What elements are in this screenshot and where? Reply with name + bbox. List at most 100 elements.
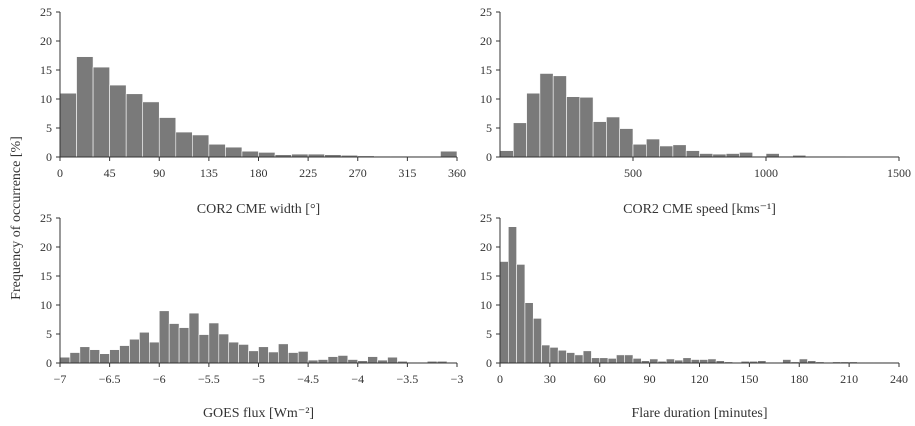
histogram-bar [69, 352, 81, 364]
histogram-bar [188, 312, 200, 364]
y-tick-label: 20 [480, 34, 492, 48]
y-tick-label: 15 [40, 63, 52, 77]
x-tick-label: 225 [299, 166, 317, 180]
histogram-bar [765, 153, 780, 158]
histogram-bar [139, 331, 150, 364]
x-axis-title: Flare duration [minutes] [631, 406, 767, 421]
histogram-bar [512, 122, 527, 158]
x-tick-label: 0 [57, 166, 63, 180]
histogram-bar [624, 354, 634, 364]
panel-flare-duration: 0 5 10 15 20 25 0 30 60 90 120 150 180 210 240 Flare du… [480, 211, 908, 421]
histogram-bar [619, 128, 634, 158]
y-tick-label: 25 [40, 5, 52, 19]
y-tick-label: 15 [40, 269, 52, 283]
histogram-bar [592, 121, 607, 158]
histogram-bar [649, 358, 659, 364]
x-tick-label: 180 [250, 166, 268, 180]
y-tick-label: 0 [46, 356, 52, 370]
histogram-bar [129, 338, 140, 364]
histogram-bar [59, 356, 71, 364]
y-tick-label: 10 [480, 92, 492, 106]
panel-goes-flux: 0 5 10 15 20 25 −7 −6.5 −6 −5.5 −5 −4.5 −4 −3.5 −3 GOES… [40, 211, 463, 421]
x-tick-label: −6 [153, 372, 166, 386]
histogram-bar [526, 92, 541, 158]
histogram-bar [798, 358, 808, 364]
histogram-bar [599, 357, 609, 364]
y-tick-label: 25 [480, 211, 492, 225]
x-tick-label: 60 [594, 372, 606, 386]
y-tick-label: 20 [40, 34, 52, 48]
y-tick-label: 25 [40, 211, 52, 225]
y-tick-label: 10 [480, 298, 492, 312]
histogram-bar [367, 356, 378, 364]
histogram-bar [119, 345, 130, 364]
histogram-bar [591, 357, 601, 364]
histogram-bar [725, 153, 740, 158]
y-tick-label: 10 [40, 298, 52, 312]
histogram-bar [574, 354, 584, 364]
histogram-bar [158, 117, 177, 158]
histogram-bar [541, 344, 551, 364]
global-y-axis-label: Frequency of occurrence [%] [9, 136, 24, 300]
histogram-bar [557, 349, 567, 364]
histogram-bar [552, 75, 567, 158]
histogram-bar [707, 358, 717, 364]
histogram-bar [566, 96, 581, 158]
histogram-bar [682, 357, 692, 364]
histogram-bar [317, 359, 329, 364]
histogram-bar [699, 359, 709, 364]
histogram-bar [142, 101, 160, 158]
histogram-bar [440, 150, 458, 158]
histogram-bar [579, 96, 594, 158]
histogram-bar [192, 134, 210, 158]
histogram-bar [645, 138, 660, 158]
histogram-bar [347, 359, 359, 364]
y-tick-label: 5 [46, 121, 52, 135]
histogram-bar [109, 349, 120, 364]
x-tick-label: 500 [624, 166, 642, 180]
histogram-bar [258, 346, 269, 364]
y-tick-label: 25 [480, 5, 492, 19]
histogram-bar [508, 226, 517, 364]
histogram-bar [616, 354, 625, 364]
histogram-bar [499, 261, 509, 364]
histogram-bar [79, 346, 91, 364]
histogram-bar [59, 92, 77, 158]
histogram-bar [659, 145, 674, 158]
histogram-bar [218, 333, 230, 364]
histogram-bar [125, 93, 144, 158]
x-tick-label: 240 [890, 372, 908, 386]
histogram-bar [739, 152, 754, 158]
y-tick-label: 5 [486, 327, 492, 341]
histogram-bar [278, 343, 289, 364]
histogram-bar [99, 353, 110, 364]
x-tick-label: 45 [104, 166, 116, 180]
histogram-bar [782, 359, 792, 364]
histogram-bar [287, 352, 299, 364]
x-axis-title: GOES flux [Wm⁻²] [203, 406, 314, 421]
histogram-bar [158, 310, 170, 364]
histogram-bar [532, 318, 542, 364]
histogram-bar [258, 152, 276, 158]
histogram-bar [225, 146, 243, 158]
histogram-bar [607, 358, 617, 364]
histogram-bar [387, 356, 398, 364]
y-tick-label: 10 [40, 92, 52, 106]
x-tick-label: 120 [691, 372, 709, 386]
histogram-bar [606, 116, 621, 158]
histogram-bar [168, 323, 180, 364]
histogram-bar [699, 153, 714, 158]
x-tick-label: 180 [790, 372, 808, 386]
y-tick-label: 0 [486, 356, 492, 370]
histogram-bar [327, 356, 339, 364]
histogram-bar [582, 350, 592, 364]
y-tick-label: 20 [40, 240, 52, 254]
histogram-bar [268, 351, 279, 364]
y-tick-label: 0 [486, 150, 492, 164]
histogram-bar [76, 56, 94, 158]
histogram-bar [208, 322, 220, 364]
panel-cme-speed: 0 5 10 15 20 25 500 1000 1500 COR2 CME speed [kms… [480, 5, 911, 217]
histogram-bar [524, 302, 534, 364]
y-tick-label: 5 [46, 327, 52, 341]
